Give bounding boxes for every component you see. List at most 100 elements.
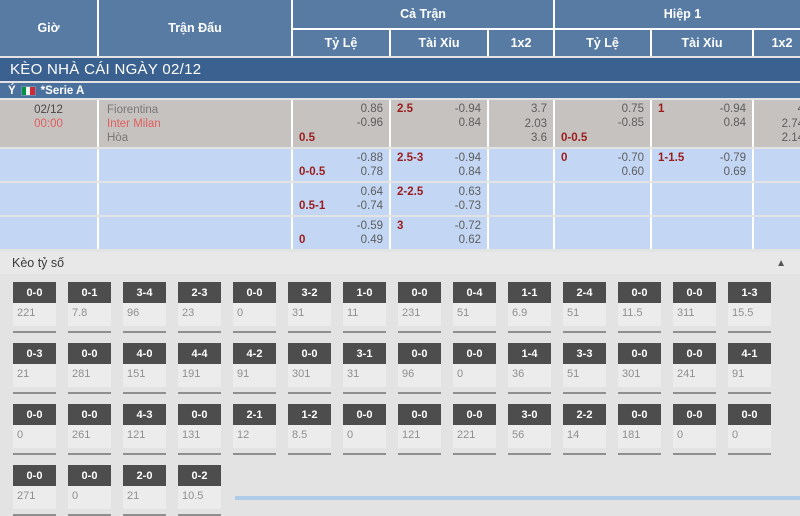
score-odds-box[interactable]: 2-0 21 [123,465,166,516]
score-odds-box[interactable]: 0-0 121 [398,404,441,455]
h1-1x2-odds[interactable]: 42.74 2.14 [754,100,800,147]
score-odds-box[interactable]: 0-0 0 [673,404,716,455]
score-odds-box[interactable]: 1-0 11 [343,282,386,333]
score-odds-box[interactable]: 0-0 221 [13,282,56,333]
score-odds-box[interactable]: 0-0 231 [398,282,441,333]
bottom-scroll-strip [235,496,800,500]
ft-overunder-odds[interactable]: 2.5 -0.94 0.84 [391,100,487,147]
handicap-line: 2.5-3 [397,152,424,164]
score-section-header[interactable]: Kèo tỷ số ▲ [0,252,800,274]
collapse-arrow-icon[interactable]: ▲ [776,257,786,269]
score-odds-value: 91 [233,364,276,387]
score-odds-box[interactable]: 0-0 0 [728,404,771,455]
score-label: 0-0 [673,343,716,364]
score-odds-box[interactable]: 4-1 91 [728,343,771,394]
score-odds-box[interactable]: 0-3 21 [13,343,56,394]
score-odds-value: 261 [68,425,111,448]
score-odds-value: 221 [453,425,496,448]
odds-value: -0.73 [454,200,481,212]
ft-1x2-odds [489,149,553,181]
score-odds-box[interactable]: 0-0 301 [618,343,661,394]
score-label: 0-0 [728,404,771,425]
h1-overunder-odds[interactable]: 1 -0.94 0.84 [652,100,752,147]
score-odds-box[interactable]: 0-0 281 [68,343,111,394]
odds-value: 0.62 [458,234,481,246]
score-odds-box[interactable]: 1-2 8.5 [288,404,331,455]
score-odds-value: 36 [508,364,551,387]
league-row[interactable]: Ý *Serie A [0,83,800,98]
score-label: 4-1 [728,343,771,364]
ft-handicap-odds[interactable]: 0-0.5 -0.88 0.78 [293,149,389,181]
score-odds-box[interactable]: 1-4 36 [508,343,551,394]
ft-1x2-odds[interactable]: 3.7 2.03 3.6 [489,100,553,147]
score-odds-box[interactable]: 0-4 51 [453,282,496,333]
score-odds-box[interactable]: 2-1 12 [233,404,276,455]
score-odds-box[interactable]: 3-0 56 [508,404,551,455]
handicap-line: 0-0.5 [299,166,326,178]
score-odds-box[interactable]: 0-0 241 [673,343,716,394]
h1-1x2-odds [754,149,800,181]
score-label: 0-0 [618,343,661,364]
score-odds-value: 56 [508,425,551,448]
ft-overunder-odds[interactable]: 2-2.5 0.63 -0.73 [391,183,487,215]
score-odds-box[interactable]: 0-0 301 [288,343,331,394]
score-label: 0-2 [178,465,221,486]
score-odds-box[interactable]: 0-0 96 [398,343,441,394]
score-odds-box[interactable]: 0-0 221 [453,404,496,455]
score-odds-box[interactable]: 0-0 0 [13,404,56,455]
away-team-name[interactable]: Inter Milan [107,118,161,130]
score-odds-box[interactable]: 0-2 10.5 [178,465,221,516]
score-odds-box[interactable]: 0-0 0 [453,343,496,394]
score-odds-box[interactable]: 2-4 51 [563,282,606,333]
odds-value: 3.7 [531,103,547,115]
score-odds-box[interactable]: 0-0 11.5 [618,282,661,333]
score-odds-box[interactable]: 2-3 23 [178,282,221,333]
ft-handicap-odds[interactable]: 0 -0.59 0.49 [293,217,389,249]
score-odds-box[interactable]: 1-1 6.9 [508,282,551,333]
score-odds-box[interactable]: 0-0 181 [618,404,661,455]
match-kickoff-time: 00:00 [34,118,63,130]
score-label: 0-0 [68,465,111,486]
odds-value: -0.88 [356,152,383,164]
score-odds-box[interactable]: 0-0 261 [68,404,111,455]
ft-handicap-odds[interactable]: 0.5-1 0.64 -0.74 [293,183,389,215]
score-odds-box[interactable]: 2-2 14 [563,404,606,455]
empty-cell [0,183,97,215]
score-odds-box[interactable]: 3-3 51 [563,343,606,394]
score-odds-box[interactable]: 0-0 271 [13,465,56,516]
odds-row: 02/12 00:00 Fiorentina Inter Milan Hòa 0.5 0.8… [0,100,800,147]
score-label: 0-0 [288,343,331,364]
score-odds-box[interactable]: 0-0 131 [178,404,221,455]
score-odds-box[interactable]: 3-1 31 [343,343,386,394]
column-header-ft-handicap: Tỷ Lệ [293,30,389,56]
h1-handicap-odds[interactable]: 0 -0.70 0.60 [555,149,650,181]
h1-1x2-odds [754,217,800,249]
ft-overunder-odds[interactable]: 2.5-3 -0.94 0.84 [391,149,487,181]
score-odds-box[interactable]: 1-3 15.5 [728,282,771,333]
score-odds-box[interactable]: 4-3 121 [123,404,166,455]
score-odds-box[interactable]: 0-0 0 [233,282,276,333]
score-odds-box[interactable]: 0-1 7.8 [68,282,111,333]
ft-1x2-odds [489,183,553,215]
score-odds-value: 241 [673,364,716,387]
h1-overunder-odds[interactable]: 1-1.5 -0.79 0.69 [652,149,752,181]
h1-handicap-odds[interactable]: 0-0.5 0.75 -0.85 [555,100,650,147]
odds-value: 0.84 [723,117,746,129]
odds-value: 0.84 [458,166,481,178]
date-banner: KÈO NHÀ CÁI NGÀY 02/12 [0,58,800,81]
ft-handicap-odds[interactable]: 0.5 0.86 -0.96 [293,100,389,147]
score-label: 2-4 [563,282,606,303]
score-odds-box[interactable]: 0-0 311 [673,282,716,333]
score-odds-box[interactable]: 3-4 96 [123,282,166,333]
score-odds-box[interactable]: 4-4 191 [178,343,221,394]
ft-overunder-odds[interactable]: 3 -0.72 0.62 [391,217,487,249]
score-odds-box[interactable]: 0-0 0 [343,404,386,455]
score-odds-box[interactable]: 4-2 91 [233,343,276,394]
score-odds-box[interactable]: 0-0 0 [68,465,111,516]
score-odds-box[interactable]: 4-0 151 [123,343,166,394]
score-odds-box[interactable]: 3-2 31 [288,282,331,333]
home-team-name[interactable]: Fiorentina [107,104,159,116]
draw-label[interactable]: Hòa [107,132,129,144]
match-teams-cell: Fiorentina Inter Milan Hòa [99,100,291,147]
handicap-line: 0.5 [299,132,315,144]
